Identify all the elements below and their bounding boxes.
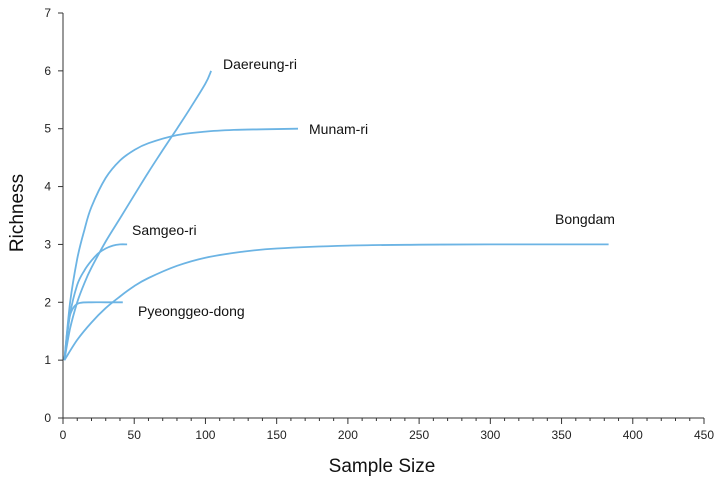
y-tick-label: 0 — [44, 411, 51, 425]
series-line-daereung-ri — [63, 70, 212, 361]
axes-layer — [62, 13, 704, 419]
series-line-pyeonggeo-dong — [63, 301, 123, 361]
x-tick-label: 200 — [338, 428, 358, 442]
x-tick-label: 0 — [60, 428, 67, 442]
x-tick-label: 450 — [694, 428, 714, 442]
series-label-bongdam: Bongdam — [555, 211, 615, 227]
curves-layer — [63, 70, 609, 361]
series-label-pyeonggeo-dong: Pyeonggeo-dong — [138, 303, 245, 319]
y-axis-title: Richness — [7, 174, 28, 252]
x-axis-title: Sample Size — [329, 456, 436, 477]
y-tick-label: 1 — [44, 353, 51, 367]
x-tick-label: 350 — [552, 428, 572, 442]
y-tick-label: 7 — [44, 6, 51, 20]
ticks-layer: 0 50 100 150 200 250 300 350 400 450 0 1 2 3 4 5 6 7 — [44, 6, 714, 442]
x-tick-label: 300 — [480, 428, 500, 442]
x-tick-label: 150 — [267, 428, 287, 442]
series-label-daereung-ri: Daereung-ri — [223, 56, 297, 72]
series-label-samgeo-ri: Samgeo-ri — [132, 222, 197, 238]
y-tick-label: 6 — [44, 64, 51, 78]
y-tick-label: 5 — [44, 122, 51, 136]
y-tick-label: 2 — [44, 295, 51, 309]
x-tick-label: 400 — [623, 428, 643, 442]
series-line-samgeo-ri — [63, 243, 128, 361]
series-line-bongdam — [63, 243, 609, 361]
x-tick-label: 100 — [195, 428, 215, 442]
y-tick-label: 4 — [44, 180, 51, 194]
x-tick-label: 50 — [128, 428, 142, 442]
series-label-munam-ri: Munam-ri — [309, 121, 368, 137]
series-labels-layer: Daereung-ri Munam-ri Samgeo-ri Pyeonggeo-do… — [132, 56, 615, 319]
y-tick-label: 3 — [44, 237, 51, 251]
x-tick-label: 250 — [409, 428, 429, 442]
series-line-munam-ri — [63, 127, 299, 361]
